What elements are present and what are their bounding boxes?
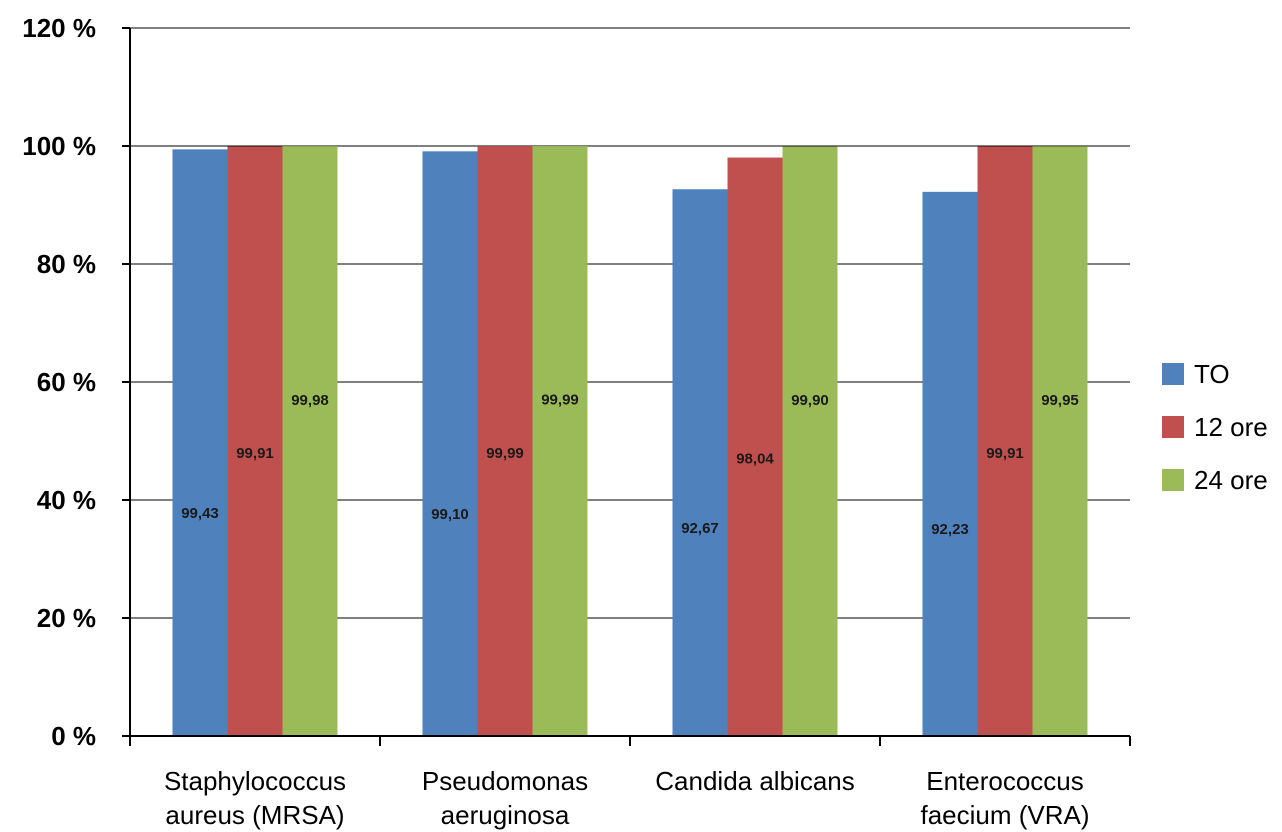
x-tick-label: Pseudomonas [422,766,588,796]
y-tick-label: 120 % [22,13,96,43]
bar [172,149,228,736]
bar [282,146,338,737]
data-label: 99,10 [431,506,469,523]
bar [532,146,588,736]
legend-label: 24 ore [1194,465,1268,495]
bars [172,146,1088,737]
x-tick-label: Candida albicans [655,766,854,796]
data-label: 99,99 [486,445,524,462]
y-tick-label: 100 % [22,131,96,161]
data-label: 99,99 [541,392,579,409]
legend-swatch [1162,469,1184,491]
data-label: 99,91 [236,445,274,462]
bar [422,151,478,736]
x-tick-label: aeruginosa [441,800,570,830]
bar [477,146,533,736]
data-label: 99,98 [291,392,329,409]
y-tick-label: 0 % [51,721,96,751]
bar [782,146,838,737]
data-label: 99,90 [791,392,829,409]
bar [227,146,283,736]
bar [977,146,1033,736]
data-label: 92,67 [681,520,719,537]
bar [1032,146,1088,737]
data-label: 99,91 [986,445,1024,462]
bar [672,189,728,736]
x-tick-label: Enterococcus [926,766,1084,796]
data-label: 92,23 [931,521,969,538]
data-label: 99,43 [181,505,219,522]
legend-label: TO [1194,359,1230,389]
bar [922,191,978,736]
legend-label: 12 ore [1194,412,1268,442]
axes: 0 % 20 % 40 % 60 % 80 % 100 % 120 % Staphylococ… [22,13,1131,830]
bar [727,157,783,737]
data-label: 99,95 [1041,392,1079,409]
data-label: 98,04 [736,450,774,467]
x-tick-label: faecium (VRA) [920,800,1089,830]
legend-swatch [1162,416,1184,438]
y-tick-label: 40 % [37,485,96,515]
x-tick-label: Staphylococcus [164,766,346,796]
y-tick-label: 60 % [37,367,96,397]
legend: TO 12 ore 24 ore [1162,359,1268,495]
x-tick-label: aureus (MRSA) [165,800,344,830]
y-tick-label: 80 % [37,249,96,279]
legend-swatch [1162,363,1184,385]
data-labels: 99,43 99,91 99,98 99,10 99,99 99,99 92,67 98,04… [181,392,1079,538]
y-tick-label: 20 % [37,603,96,633]
